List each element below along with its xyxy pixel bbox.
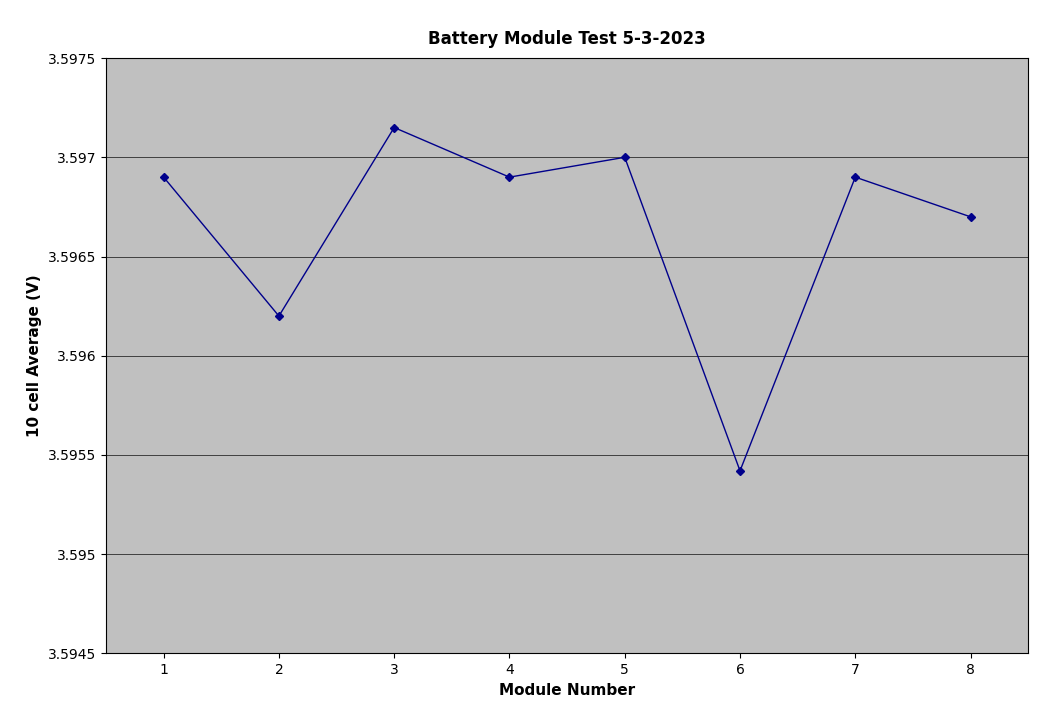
X-axis label: Module Number: Module Number (499, 682, 635, 698)
Y-axis label: 10 cell Average (V): 10 cell Average (V) (28, 274, 42, 437)
Title: Battery Module Test 5-3-2023: Battery Module Test 5-3-2023 (428, 30, 706, 48)
